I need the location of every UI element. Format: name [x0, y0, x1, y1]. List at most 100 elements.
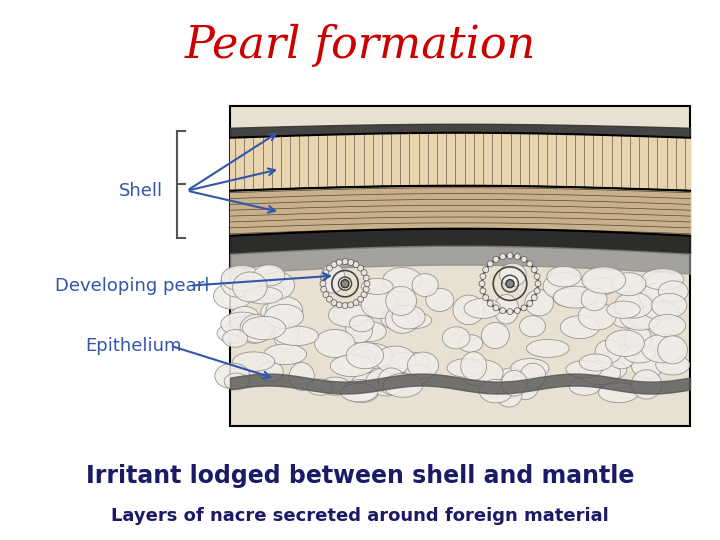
Text: Epithelium: Epithelium — [85, 336, 181, 355]
Ellipse shape — [221, 312, 264, 336]
Ellipse shape — [570, 377, 600, 395]
Ellipse shape — [222, 329, 248, 347]
Ellipse shape — [261, 302, 286, 322]
Ellipse shape — [215, 363, 250, 389]
Ellipse shape — [656, 355, 690, 375]
Ellipse shape — [233, 352, 275, 371]
Circle shape — [521, 256, 527, 262]
Ellipse shape — [608, 345, 635, 369]
Circle shape — [482, 267, 489, 273]
Ellipse shape — [233, 272, 267, 302]
Ellipse shape — [546, 266, 581, 287]
Ellipse shape — [649, 314, 685, 337]
Circle shape — [364, 281, 370, 287]
Text: Layers of nacre secreted around foreign material: Layers of nacre secreted around foreign … — [111, 508, 609, 525]
Ellipse shape — [658, 336, 688, 364]
Ellipse shape — [642, 269, 684, 290]
Circle shape — [364, 275, 369, 281]
Circle shape — [507, 309, 513, 315]
Ellipse shape — [238, 266, 282, 294]
Ellipse shape — [658, 281, 688, 302]
Ellipse shape — [621, 307, 660, 330]
Circle shape — [534, 273, 540, 279]
Ellipse shape — [386, 286, 417, 315]
Ellipse shape — [275, 326, 318, 346]
Ellipse shape — [354, 343, 392, 368]
Ellipse shape — [244, 287, 282, 304]
Ellipse shape — [526, 340, 570, 357]
Circle shape — [479, 281, 485, 287]
Ellipse shape — [482, 322, 509, 348]
Ellipse shape — [315, 329, 355, 357]
Ellipse shape — [485, 381, 521, 399]
Ellipse shape — [230, 315, 268, 332]
Ellipse shape — [521, 363, 546, 388]
Circle shape — [527, 261, 533, 267]
Ellipse shape — [510, 359, 549, 378]
Ellipse shape — [217, 324, 249, 343]
Ellipse shape — [405, 364, 432, 384]
Ellipse shape — [258, 361, 283, 382]
Text: Irritant lodged between shell and mantle: Irritant lodged between shell and mantle — [86, 464, 634, 488]
Ellipse shape — [274, 321, 299, 349]
Ellipse shape — [496, 382, 522, 407]
Ellipse shape — [560, 316, 600, 339]
Ellipse shape — [612, 311, 642, 328]
Circle shape — [353, 300, 359, 306]
Ellipse shape — [221, 268, 253, 297]
Ellipse shape — [543, 273, 585, 300]
Ellipse shape — [461, 352, 487, 380]
Circle shape — [320, 275, 327, 281]
Circle shape — [531, 295, 537, 301]
Ellipse shape — [480, 380, 513, 403]
Ellipse shape — [264, 344, 307, 365]
Ellipse shape — [307, 379, 333, 395]
Ellipse shape — [642, 334, 685, 363]
Ellipse shape — [320, 377, 350, 395]
Ellipse shape — [426, 288, 454, 312]
Ellipse shape — [245, 266, 284, 285]
Ellipse shape — [289, 362, 315, 390]
Ellipse shape — [408, 352, 438, 379]
Ellipse shape — [385, 305, 419, 333]
Circle shape — [500, 254, 505, 260]
Ellipse shape — [224, 373, 249, 390]
Ellipse shape — [256, 285, 287, 303]
Circle shape — [342, 302, 348, 309]
Circle shape — [326, 265, 333, 271]
Ellipse shape — [652, 293, 687, 318]
Text: Pearl formation: Pearl formation — [184, 24, 536, 68]
Ellipse shape — [500, 263, 526, 287]
Ellipse shape — [389, 352, 429, 373]
Ellipse shape — [361, 278, 393, 294]
Circle shape — [361, 269, 367, 275]
Ellipse shape — [361, 291, 398, 319]
Ellipse shape — [381, 307, 418, 330]
Ellipse shape — [566, 361, 603, 378]
Ellipse shape — [453, 295, 485, 325]
Ellipse shape — [598, 383, 639, 403]
Ellipse shape — [378, 368, 405, 395]
Circle shape — [521, 305, 527, 311]
Ellipse shape — [580, 354, 612, 371]
Circle shape — [331, 300, 337, 306]
Ellipse shape — [460, 360, 503, 387]
Circle shape — [341, 280, 349, 288]
Ellipse shape — [607, 301, 640, 319]
Ellipse shape — [586, 278, 616, 295]
Ellipse shape — [354, 321, 386, 342]
Ellipse shape — [412, 274, 438, 296]
Circle shape — [320, 281, 326, 287]
Circle shape — [514, 254, 521, 260]
Ellipse shape — [624, 346, 655, 363]
Ellipse shape — [525, 289, 554, 316]
Ellipse shape — [341, 383, 377, 402]
Ellipse shape — [495, 294, 518, 324]
Circle shape — [336, 302, 342, 308]
Circle shape — [482, 295, 489, 301]
Circle shape — [323, 292, 329, 298]
Ellipse shape — [240, 314, 273, 343]
Ellipse shape — [351, 373, 389, 395]
Text: Developing pearl: Developing pearl — [55, 276, 210, 295]
Circle shape — [331, 261, 337, 268]
